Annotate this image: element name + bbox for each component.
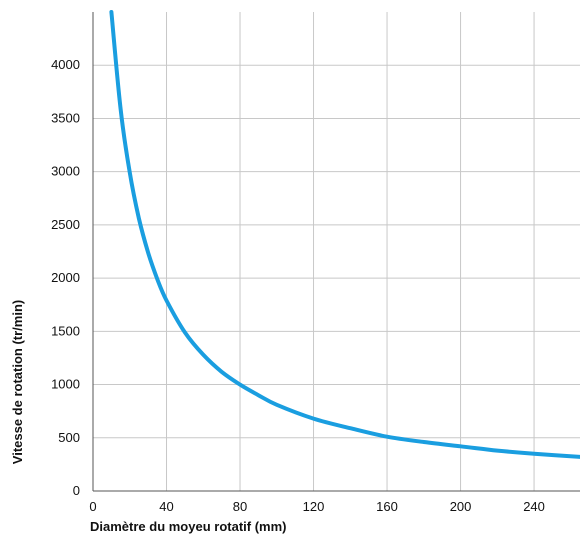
series [109, 10, 580, 459]
axes [92, 12, 580, 492]
y-tick-label: 3500 [51, 110, 80, 125]
x-tick-label: 0 [89, 499, 96, 514]
y-axis-title: Vitesse de rotation (tr/min) [10, 300, 25, 464]
y-tick-label: 2000 [51, 270, 80, 285]
x-tick-label: 40 [159, 499, 173, 514]
x-tick-label: 120 [303, 499, 325, 514]
y-tick-label: 4000 [51, 57, 80, 72]
x-tick-label: 160 [376, 499, 398, 514]
tick-labels: 0 40 80 120 160 200 240 0 500 1000 1500 2000 2500 300… [51, 57, 545, 514]
y-tick-label: 3000 [51, 164, 80, 179]
y-tick-label: 1500 [51, 323, 80, 338]
series-line [109, 10, 580, 459]
x-tick-label: 80 [233, 499, 247, 514]
x-tick-label: 240 [523, 499, 545, 514]
grid [93, 12, 580, 491]
y-tick-label: 2500 [51, 217, 80, 232]
x-tick-label: 200 [450, 499, 472, 514]
y-tick-label: 1000 [51, 377, 80, 392]
y-tick-label: 500 [58, 430, 80, 445]
x-axis-title: Diamètre du moyeu rotatif (mm) [90, 519, 286, 534]
y-tick-label: 0 [73, 483, 80, 498]
